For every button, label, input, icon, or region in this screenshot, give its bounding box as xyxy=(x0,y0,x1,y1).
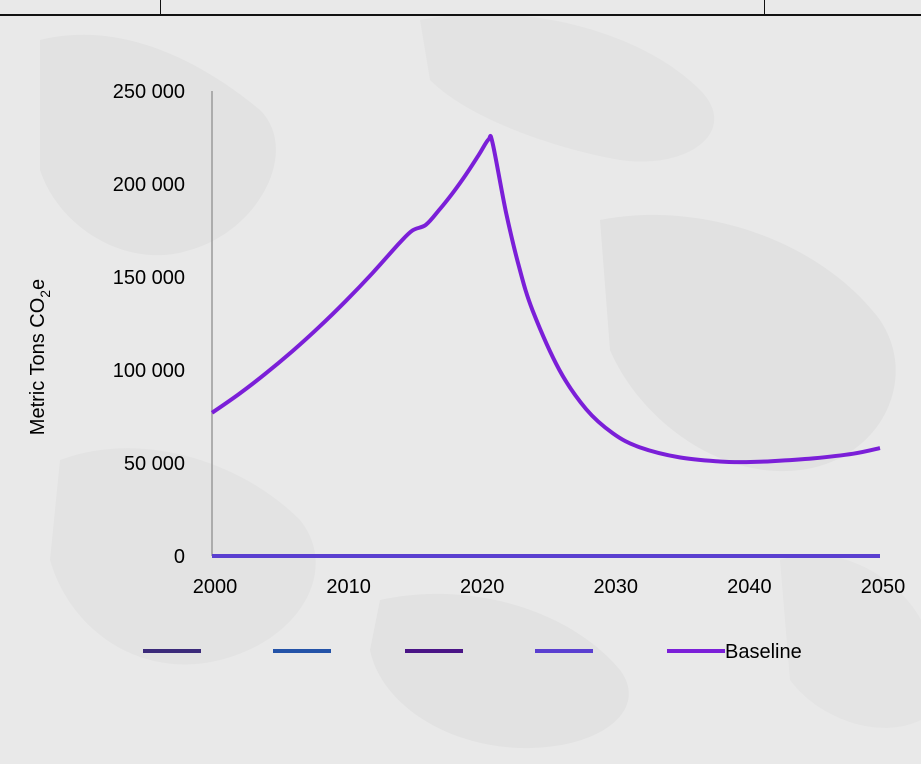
y-tick-label: 250 000 xyxy=(113,81,185,103)
x-tick-labels: 2000 2010 2020 2030 2040 2050 xyxy=(193,576,906,598)
y-axis-label-suffix: e xyxy=(27,279,49,290)
chart-series xyxy=(210,134,881,558)
y-tick-label: 0 xyxy=(174,546,185,568)
x-tick-label: 2020 xyxy=(460,576,505,598)
y-axis-label-main: Metric Tons CO xyxy=(27,298,49,435)
y-axis-label-subscript: 2 xyxy=(37,290,53,298)
x-tick-label: 2030 xyxy=(594,576,639,598)
top-border-strip xyxy=(0,0,921,16)
top-strip-divider xyxy=(160,0,161,14)
svg-text:Metric Tons CO2e: Metric Tons CO2e xyxy=(27,279,53,435)
y-tick-label: 200 000 xyxy=(113,174,185,196)
x-tick-label: 2000 xyxy=(193,576,238,598)
y-axis-label: Metric Tons CO2e xyxy=(27,279,53,435)
y-tick-label: 100 000 xyxy=(113,360,185,382)
y-tick-labels: 0 50 000 100 000 150 000 200 000 250 000 xyxy=(113,81,185,568)
x-tick-label: 2010 xyxy=(326,576,371,598)
top-strip-divider xyxy=(764,0,765,14)
x-tick-label: 2040 xyxy=(727,576,772,598)
series-line-baseline xyxy=(210,134,881,465)
legend-label: Baseline xyxy=(725,641,802,663)
x-tick-label: 2050 xyxy=(861,576,906,598)
y-tick-label: 150 000 xyxy=(113,267,185,289)
y-tick-label: 50 000 xyxy=(124,453,185,475)
chart-legend: Baseline xyxy=(143,641,802,663)
